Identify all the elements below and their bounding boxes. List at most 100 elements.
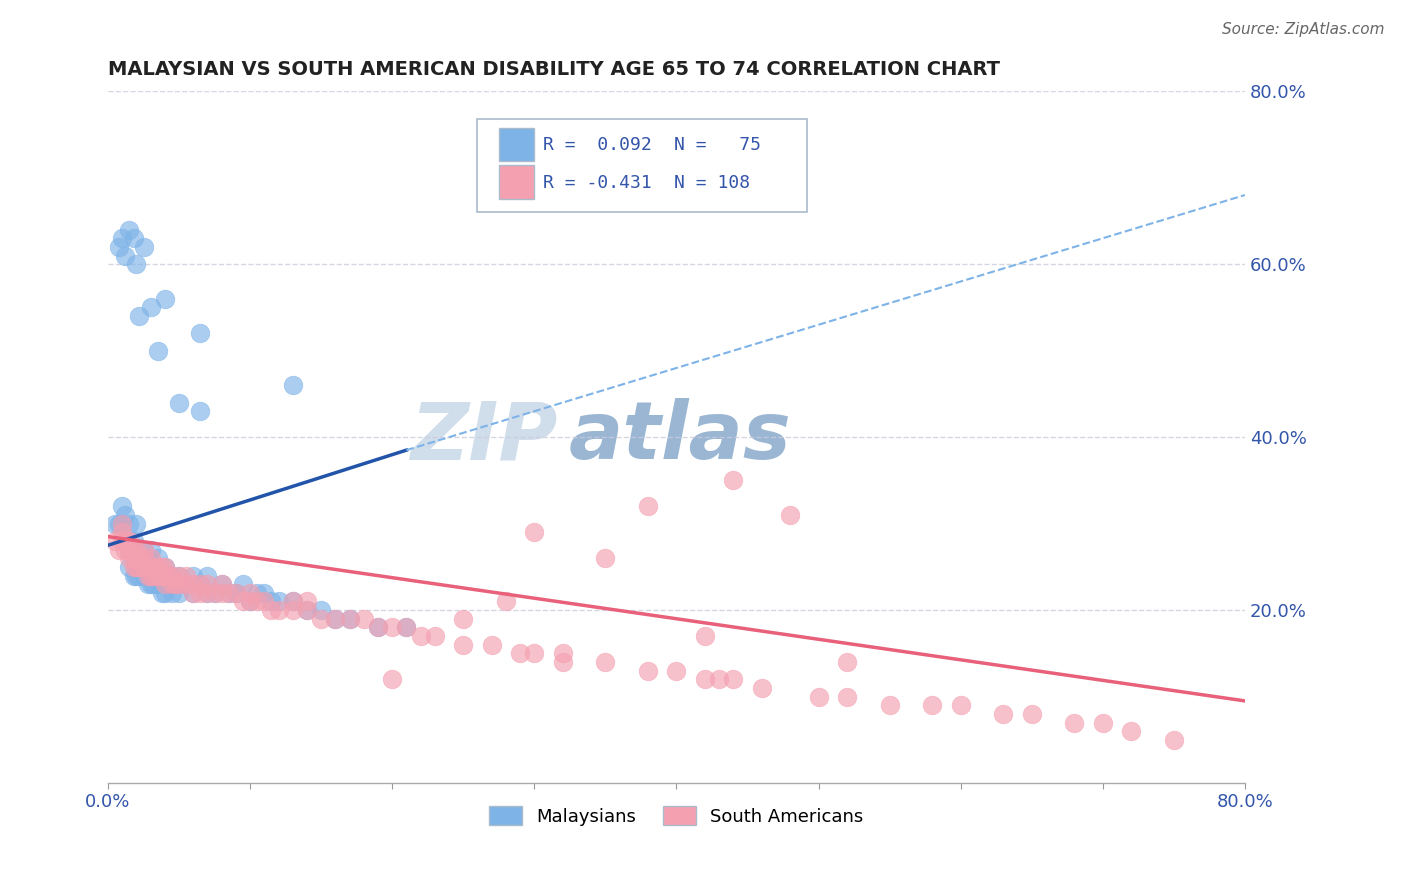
Point (104, 516, 127, 531)
Point (281, 594, 304, 608)
Point (174, 568, 197, 582)
Point (114, 533, 136, 548)
Point (114, 542, 136, 557)
Point (122, 551, 145, 566)
Point (239, 586, 262, 600)
Text: atlas: atlas (568, 398, 792, 476)
Point (225, 586, 247, 600)
Point (118, 551, 141, 566)
Point (114, 508, 136, 522)
Point (139, 559, 162, 574)
Point (132, 568, 155, 582)
Point (153, 559, 176, 574)
Point (167, 577, 190, 591)
Point (125, 542, 148, 557)
Point (160, 577, 183, 591)
Text: N =   75: N = 75 (673, 136, 761, 154)
Point (190, 577, 212, 591)
Point (309, 612, 332, 626)
Point (128, 568, 150, 582)
Point (104, 533, 127, 548)
Point (949, 698, 972, 713)
FancyBboxPatch shape (499, 166, 534, 199)
Point (1091, 715, 1114, 730)
Point (167, 395, 190, 409)
Point (139, 559, 162, 574)
Point (125, 542, 148, 557)
Point (153, 568, 176, 582)
Point (339, 612, 361, 626)
Point (807, 690, 830, 704)
Point (136, 568, 159, 582)
Point (481, 638, 503, 652)
Point (150, 586, 173, 600)
Point (551, 646, 574, 660)
Point (181, 577, 204, 591)
Point (260, 594, 283, 608)
Point (281, 603, 304, 617)
Text: R = -0.431: R = -0.431 (544, 174, 652, 192)
Point (118, 542, 141, 557)
Point (197, 586, 219, 600)
Point (921, 698, 943, 713)
Point (146, 568, 169, 582)
Point (122, 533, 145, 548)
Point (253, 586, 276, 600)
Point (174, 577, 197, 591)
Point (167, 568, 190, 582)
Point (122, 568, 145, 582)
Point (246, 594, 269, 608)
Point (128, 559, 150, 574)
Point (125, 257, 148, 271)
Point (136, 559, 159, 574)
Point (114, 533, 136, 548)
Text: Source: ZipAtlas.com: Source: ZipAtlas.com (1222, 22, 1385, 37)
Point (111, 231, 134, 245)
Point (295, 594, 318, 608)
Point (267, 594, 290, 608)
Point (451, 612, 474, 626)
Point (637, 664, 659, 678)
Point (118, 222, 141, 236)
Point (218, 586, 240, 600)
Point (232, 594, 254, 608)
Point (211, 577, 233, 591)
Point (136, 551, 159, 566)
Point (367, 620, 389, 634)
Point (325, 612, 347, 626)
Legend: Malaysians, South Americans: Malaysians, South Americans (482, 799, 870, 833)
Point (523, 646, 546, 660)
Point (146, 343, 169, 358)
Point (309, 603, 332, 617)
Point (239, 594, 262, 608)
Point (174, 577, 197, 591)
Point (122, 231, 145, 245)
Point (142, 559, 165, 574)
Point (165, 577, 187, 591)
Point (128, 551, 150, 566)
Point (295, 603, 318, 617)
Point (197, 577, 219, 591)
Point (339, 612, 361, 626)
Point (142, 559, 165, 574)
Point (125, 559, 148, 574)
Point (153, 292, 176, 306)
Point (108, 542, 131, 557)
Point (150, 568, 173, 582)
Point (218, 586, 240, 600)
Point (325, 612, 347, 626)
Point (150, 559, 173, 574)
Point (111, 533, 134, 548)
Point (160, 568, 183, 582)
Point (707, 673, 730, 687)
Point (1063, 715, 1085, 730)
Point (751, 681, 773, 695)
Point (111, 516, 134, 531)
Point (181, 586, 204, 600)
Point (281, 594, 304, 608)
Point (139, 568, 162, 582)
Point (128, 551, 150, 566)
Point (693, 673, 716, 687)
Point (395, 620, 418, 634)
Point (197, 568, 219, 582)
